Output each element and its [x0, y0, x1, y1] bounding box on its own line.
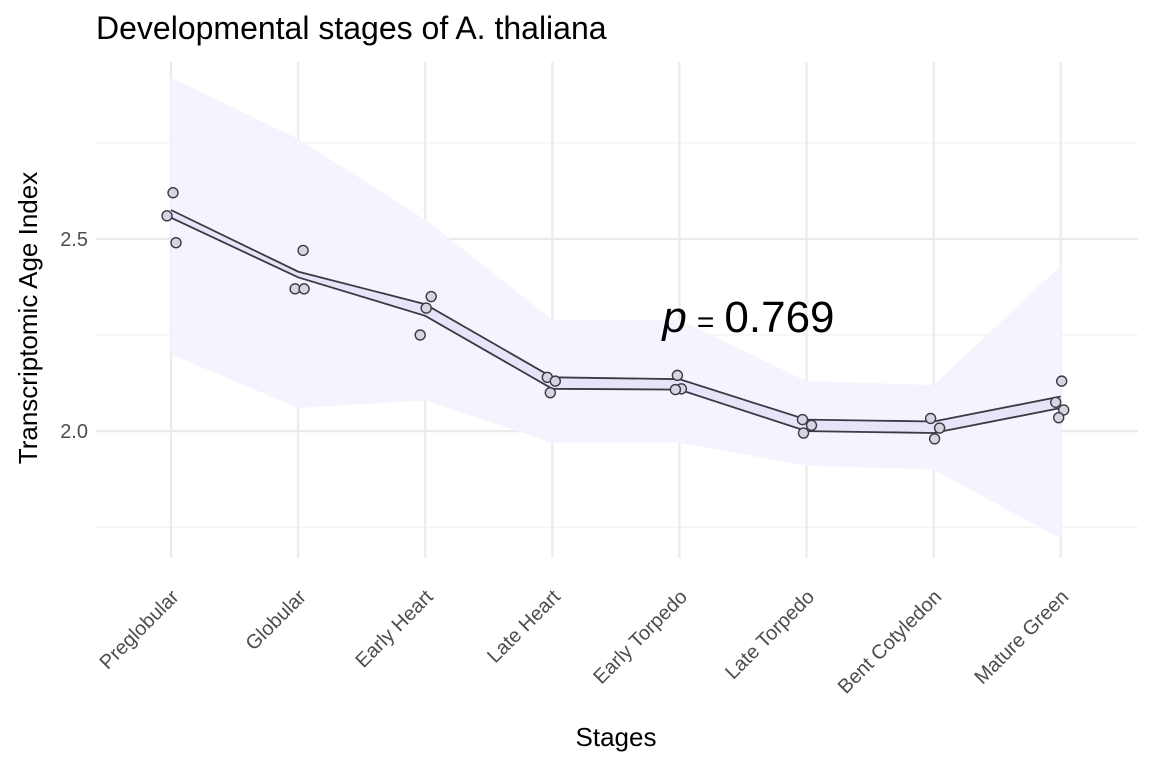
replicate-point — [1055, 375, 1068, 387]
replicate-point — [796, 413, 809, 426]
y-axis-title: Transcriptomic Age Index — [13, 172, 43, 464]
x-tick-label: Early Heart — [351, 586, 438, 673]
replicate-point — [297, 244, 309, 257]
mean-band-upper-line — [170, 209, 1061, 423]
replicate-point — [928, 433, 941, 445]
x-tick-label: Globular — [242, 586, 311, 655]
replicate-point — [170, 237, 182, 249]
y-tick-label: 2.5 — [60, 229, 88, 251]
x-tick-label: Late Torpedo — [721, 586, 819, 684]
confidence-ribbon — [171, 77, 1061, 539]
y-tick-label: 2.0 — [60, 421, 88, 443]
replicate-points-layer — [161, 187, 1070, 445]
replicate-point — [544, 386, 556, 399]
x-tick-label: Preglobular — [96, 586, 184, 674]
replicate-point — [924, 412, 937, 425]
x-tick-label: Bent Cotyledon — [834, 586, 946, 698]
p-equals: = — [697, 306, 715, 339]
x-axis-title: Stages — [576, 722, 657, 752]
replicate-point — [414, 329, 426, 341]
p-symbol: p — [660, 293, 686, 342]
replicate-point — [669, 383, 682, 396]
replicate-point — [425, 290, 437, 303]
confidence-ribbon-layer — [171, 77, 1061, 539]
x-tick-label: Early Torpedo — [589, 586, 692, 689]
p-value-annotation: p = 0.769 — [660, 293, 834, 342]
replicate-point — [161, 210, 173, 222]
x-tick-label: Mature Green — [970, 586, 1073, 689]
y-axis-ticks: 2.0 2.5 — [60, 229, 88, 443]
x-tick-label: Late Heart — [483, 586, 565, 668]
replicate-point — [805, 419, 818, 432]
replicate-point — [933, 422, 946, 434]
replicate-point — [298, 283, 310, 295]
p-value: 0.769 — [724, 293, 834, 342]
mean-band-lower-line — [170, 216, 1061, 434]
replicate-point — [549, 375, 561, 387]
replicate-point — [1052, 411, 1065, 424]
replicate-point — [420, 302, 432, 314]
replicate-point — [797, 427, 810, 439]
chart-title: Developmental stages of A. thaliana — [96, 10, 607, 46]
x-axis-ticks: Preglobular Globular Early Heart Late Heart… — [96, 586, 1074, 699]
replicate-point — [1049, 396, 1062, 408]
mean-band-layer — [170, 209, 1061, 434]
replicate-point — [167, 187, 179, 199]
replicate-point — [671, 369, 684, 382]
